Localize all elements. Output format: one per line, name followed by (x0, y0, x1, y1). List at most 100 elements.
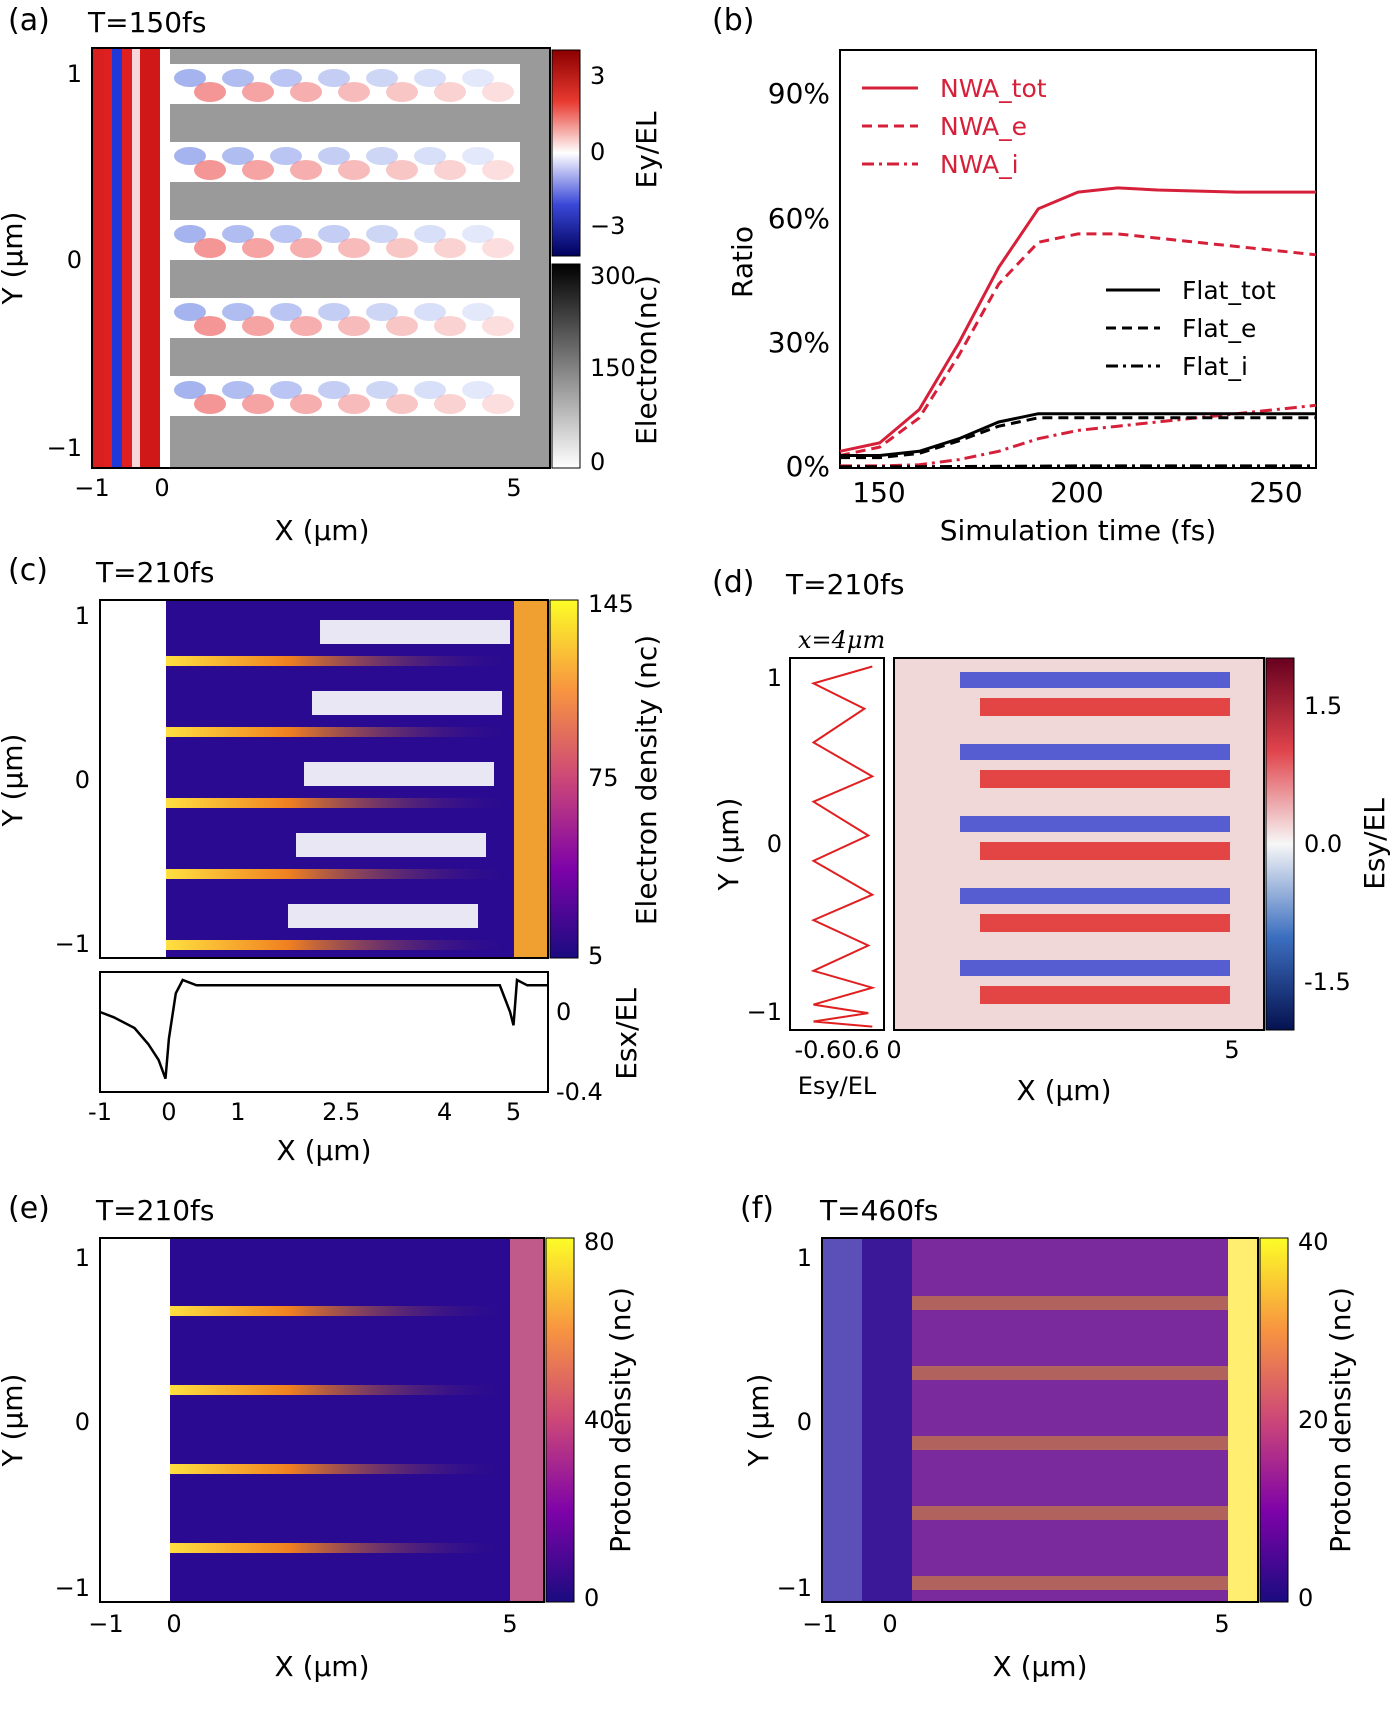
density-jet (170, 1306, 510, 1316)
field-blob (318, 381, 350, 399)
density-band (912, 1436, 1228, 1450)
panel-a-colorbar-ey (551, 49, 581, 257)
panel-d: (d) T=210fs x=4μm 1.5 0.0 -1.5 Esy/EL 1 … (712, 565, 1391, 1107)
field-blob (290, 82, 322, 102)
field-blob (242, 394, 274, 414)
field-blob (482, 238, 514, 258)
field-blob (386, 82, 418, 102)
panel-e-heatmap (100, 1238, 544, 1602)
field-blob (242, 238, 274, 258)
panel-f-xlabel: X (μm) (992, 1650, 1087, 1683)
panel-c-cbar-tick: 75 (588, 764, 619, 792)
panel-f-ytick: −1 (777, 1574, 812, 1602)
field-blob (174, 381, 206, 399)
panel-e-time: T=210fs (95, 1194, 214, 1227)
panel-f-cbar-label: Proton density (nc) (1324, 1287, 1357, 1553)
panel-d-inset-xlabel: Esy/EL (798, 1072, 877, 1100)
field-blob (386, 238, 418, 258)
panel-b-ytick: 30% (768, 326, 830, 359)
panel-c-ylabel: Y (μm) (0, 734, 29, 828)
panel-a-cbar-tick: 3 (590, 62, 605, 90)
field-blob (290, 316, 322, 336)
field-blob (318, 69, 350, 87)
panel-e-ylabel: Y (μm) (0, 1374, 29, 1468)
panel-a-cbar-tick: 300 (590, 262, 636, 290)
field-stripe (960, 672, 1230, 688)
field-blob (414, 225, 446, 243)
field-blob (318, 225, 350, 243)
field-blob (194, 160, 226, 180)
panel-c-xtick: -1 (88, 1098, 112, 1126)
field-blob (270, 225, 302, 243)
field-stripe (980, 986, 1230, 1004)
panel-a-xtick: 5 (506, 474, 521, 502)
legend-entry: Flat_tot (1182, 276, 1276, 305)
field-blob (482, 82, 514, 102)
panel-c-time: T=210fs (95, 556, 214, 589)
panel-a-cbar-tick: 150 (590, 354, 636, 382)
void-region (320, 620, 510, 644)
panel-d-cbar-tick: -1.5 (1304, 968, 1351, 996)
panel-e-colorbar (545, 1237, 575, 1603)
field-blob (174, 225, 206, 243)
panel-d-ytick: 0 (767, 830, 782, 858)
field-blob (290, 394, 322, 414)
panel-b-label: (b) (712, 3, 754, 38)
field-blob (290, 160, 322, 180)
panel-b-xlabel: Simulation time (fs) (940, 514, 1217, 547)
field-blob (270, 381, 302, 399)
panel-f-heatmap (822, 1238, 1258, 1602)
panel-e-cbar-tick: 40 (584, 1406, 615, 1434)
panel-c-xtick: 5 (506, 1098, 521, 1126)
legend-entry: NWA_e (940, 112, 1027, 141)
legend-entry: NWA_tot (940, 74, 1047, 103)
void-region (288, 904, 478, 928)
panel-b-legend-black: Flat_tot Flat_e Flat_i (1106, 276, 1276, 381)
panel-e: (e) T=210fs 80 40 0 Proton density (nc) … (0, 1191, 637, 1683)
panel-b-ylabel: Ratio (726, 226, 759, 298)
field-blob (386, 316, 418, 336)
field-blob (222, 69, 254, 87)
panel-a-cbar-tick: −3 (590, 212, 625, 240)
field-stripe (960, 960, 1230, 976)
panel-a-cbar-bot-label: Electron(nc) (630, 275, 663, 445)
panel-d-heatmap (894, 658, 1264, 1030)
panel-e-cbar-tick: 0 (584, 1584, 599, 1612)
series-line-flat_i (840, 464, 1316, 469)
field-blob (194, 238, 226, 258)
panel-c-lineout-ytick: 0 (556, 998, 571, 1026)
panel-b-xtick: 150 (852, 476, 905, 509)
field-blob (434, 316, 466, 336)
panel-c-ytick: 1 (75, 602, 90, 630)
series-line-nwa_i (840, 403, 1317, 468)
density-jet (166, 869, 516, 879)
series-line-nwa_tot (839, 186, 1316, 453)
panel-c-xlabel: X (μm) (276, 1134, 371, 1167)
field-blob (366, 69, 398, 87)
panel-c-label: (c) (8, 553, 48, 588)
field-blob (414, 69, 446, 87)
panel-f-ytick: 1 (797, 1244, 812, 1272)
density-jet (166, 727, 516, 737)
panel-f-cbar-tick: 0 (1298, 1584, 1313, 1612)
panel-c-colorbar (549, 599, 579, 959)
density-jet (170, 1543, 510, 1553)
panel-a-colorbar-electron (551, 263, 581, 469)
field-blob (242, 160, 274, 180)
field-blob (414, 303, 446, 321)
panel-d-xtick: 0 (886, 1036, 901, 1064)
field-blob (338, 160, 370, 180)
panel-f-xtick: 5 (1214, 1610, 1229, 1638)
panel-d-time: T=210fs (785, 568, 904, 601)
field-blob (386, 160, 418, 180)
series-line-nwa_e (839, 232, 1317, 457)
series-line-flat_e (840, 416, 1316, 460)
field-blob (270, 147, 302, 165)
field-blob (222, 147, 254, 165)
panel-a-ylabel: Y (μm) (0, 212, 29, 306)
field-blob (222, 381, 254, 399)
density-jet (170, 1464, 510, 1474)
panel-f-ylabel: Y (μm) (742, 1374, 775, 1468)
field-blob (318, 147, 350, 165)
